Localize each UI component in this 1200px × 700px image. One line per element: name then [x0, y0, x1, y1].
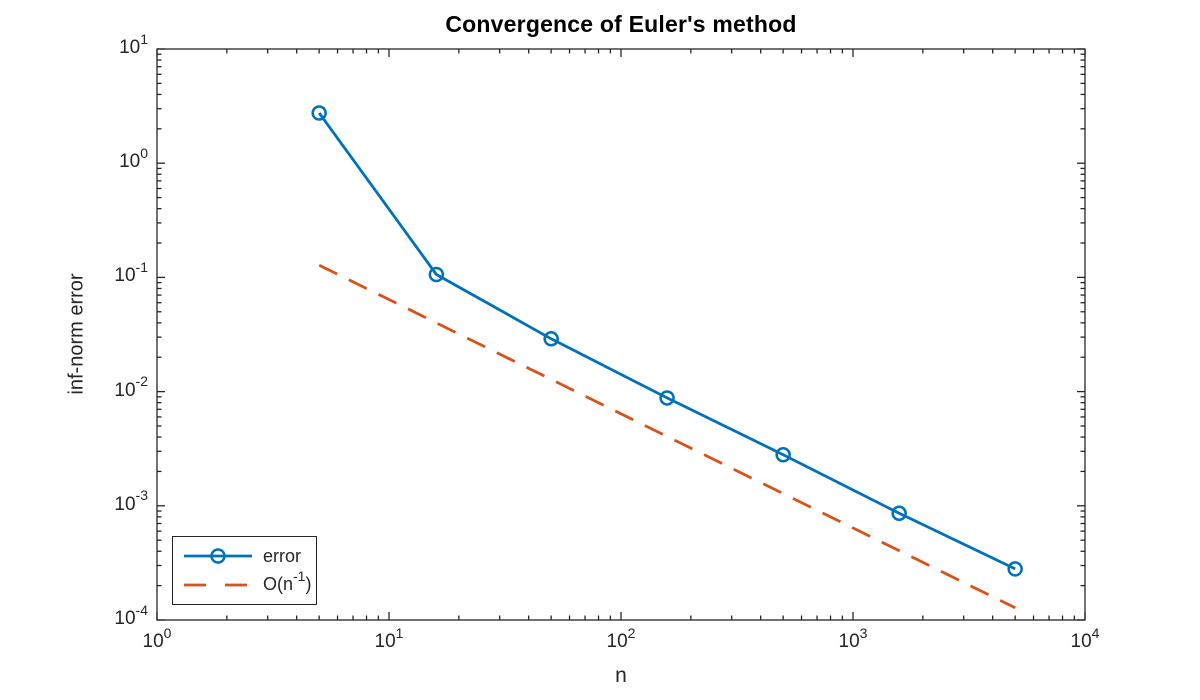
legend-swatch-error	[184, 548, 252, 564]
x-tick-label: 104	[1070, 624, 1100, 652]
legend-label-error: error	[263, 545, 302, 566]
series-error-marker	[1007, 561, 1023, 577]
legend-item-error: error	[182, 545, 312, 567]
y-tick-label: 10-4	[114, 601, 148, 629]
legend-label-reference-line: O(n-1)	[263, 568, 312, 595]
chart-title: Convergence of Euler's method	[445, 11, 797, 37]
x-tick-label: 102	[606, 624, 636, 652]
series-error-marker	[659, 390, 675, 406]
y-tick-label: 10-3	[114, 487, 148, 515]
legend-item-reference-line: O(n-1)	[182, 568, 312, 596]
series-error-marker	[775, 446, 791, 463]
series-error-marker	[891, 505, 907, 522]
y-tick-label: 101	[119, 30, 148, 58]
series-error-line	[318, 112, 1016, 571]
y-tick-label: 10-1	[114, 259, 148, 287]
y-tick-label: 100	[119, 144, 148, 173]
legend: error O(n-1)	[172, 536, 317, 605]
y-axis-label: inf-norm error	[65, 273, 88, 395]
x-tick-label: 101	[374, 624, 404, 652]
y-tick-label: 10-2	[114, 373, 148, 401]
x-axis-label: n	[615, 664, 627, 687]
series-error-marker	[311, 105, 327, 121]
x-tick-label: 100	[142, 624, 172, 652]
legend-swatch-reference-line	[184, 583, 252, 587]
x-tick-label: 103	[838, 624, 868, 652]
series-error-marker	[543, 331, 559, 347]
series-error-marker	[428, 266, 445, 283]
series-O-n-1--line	[318, 263, 1016, 610]
